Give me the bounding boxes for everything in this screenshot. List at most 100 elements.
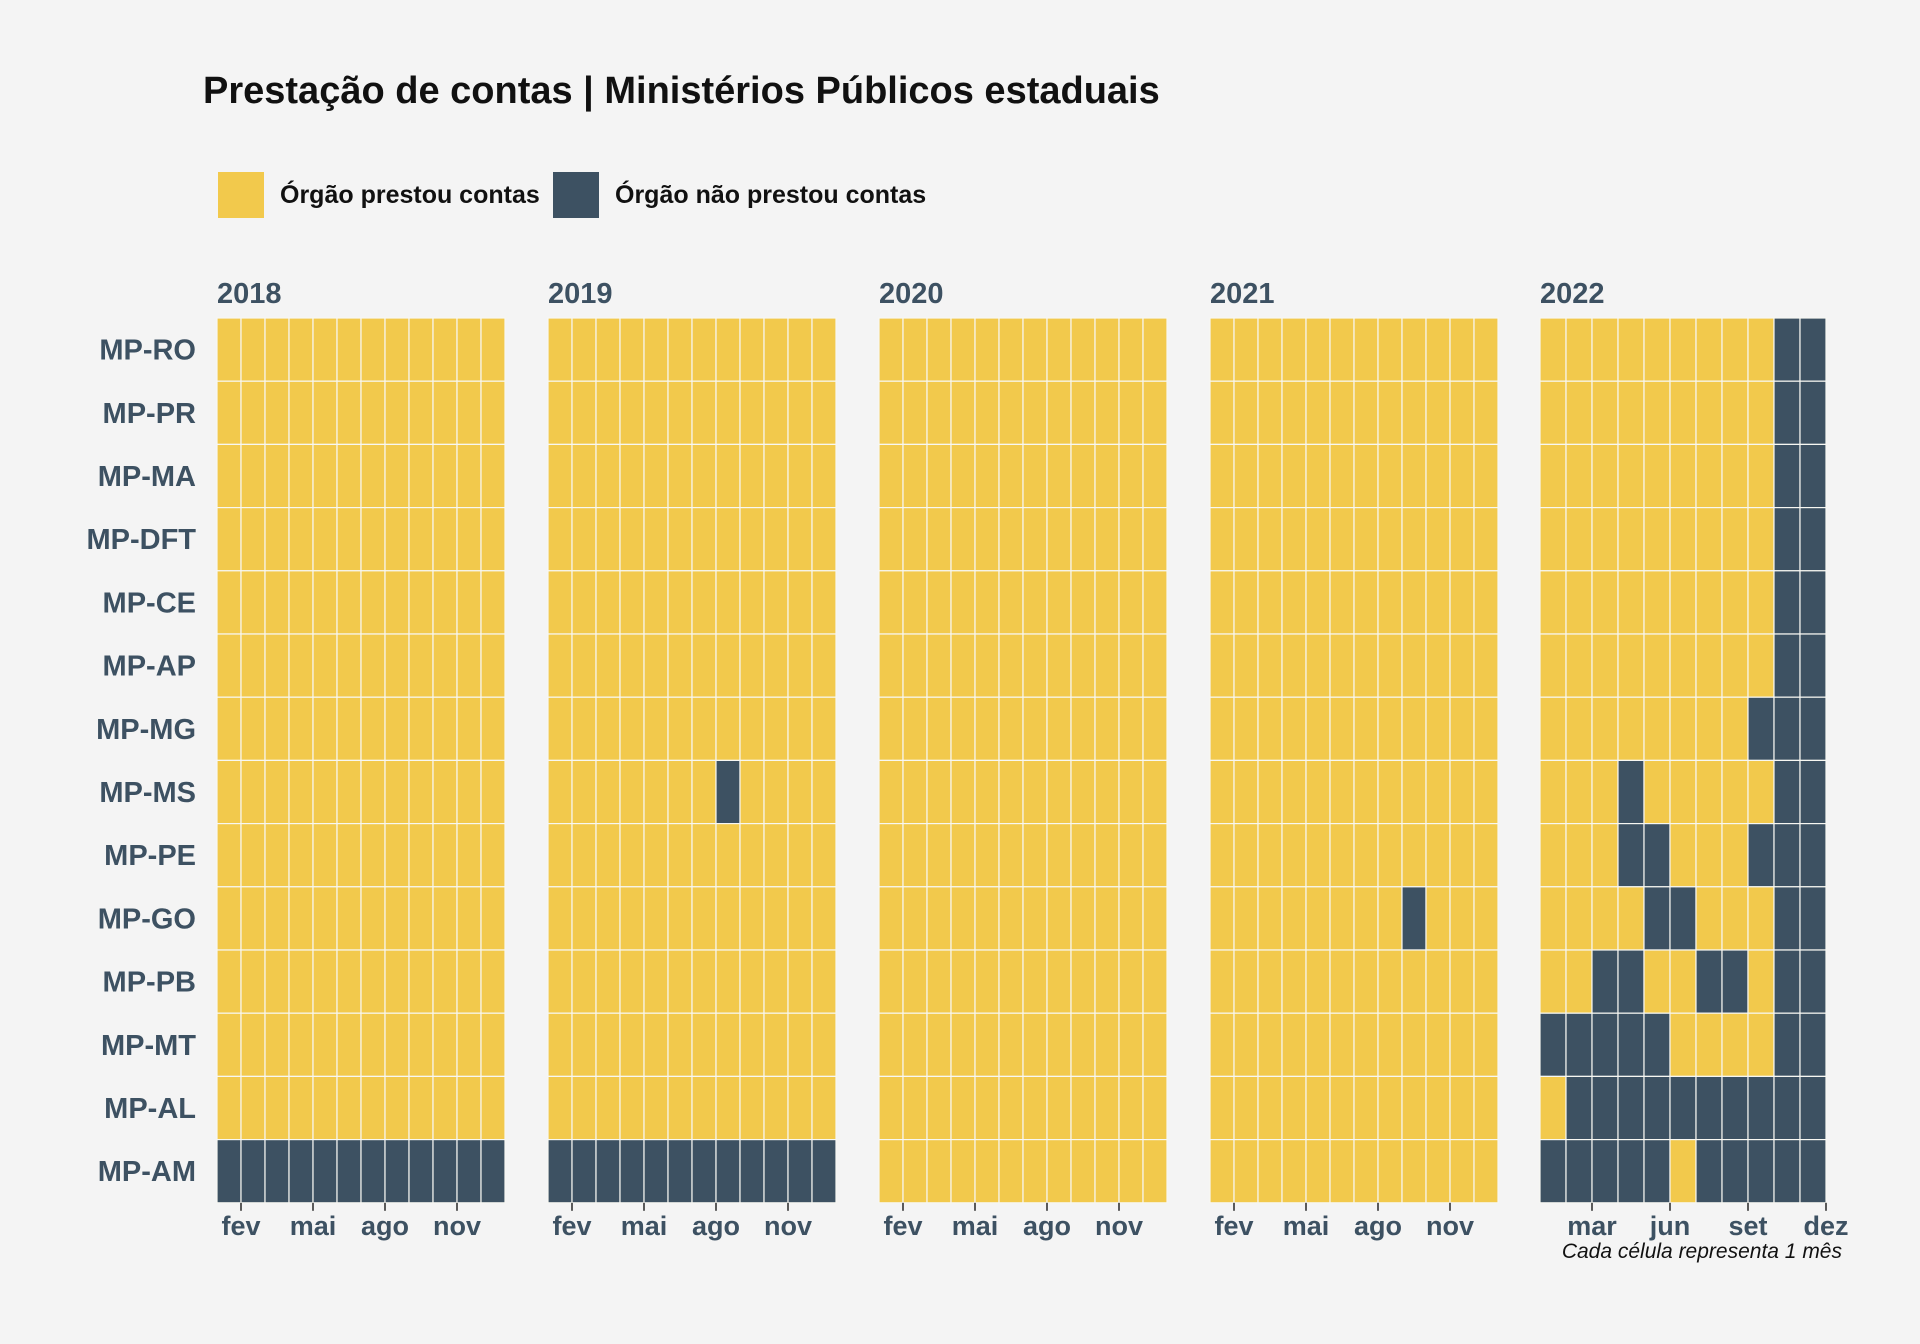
cell-2020-mp-mt-7 xyxy=(1022,1012,1048,1078)
cell-2022-mp-ap-3 xyxy=(1591,633,1619,698)
cell-2022-mp-pe-5 xyxy=(1643,822,1671,888)
cell-2021-mp-ms-4 xyxy=(1281,759,1307,825)
xtick-label-2021-nov: nov xyxy=(1426,1211,1474,1241)
cell-2018-mp-ro-10 xyxy=(432,317,458,382)
cell-2020-mp-al-8 xyxy=(1046,1075,1072,1141)
cell-2018-mp-pe-3 xyxy=(264,822,290,888)
cell-2020-mp-ms-1 xyxy=(878,759,904,825)
cell-2022-mp-go-4 xyxy=(1617,886,1645,951)
cell-2021-mp-mt-11 xyxy=(1449,1012,1475,1078)
cell-2020-mp-ap-7 xyxy=(1022,633,1048,698)
cell-2020-mp-ma-4 xyxy=(950,443,976,509)
cell-2019-mp-al-6 xyxy=(667,1075,693,1141)
cell-2019-mp-am-9 xyxy=(739,1138,765,1204)
legend-swatch-nao-prestou xyxy=(553,172,599,218)
cell-2019-mp-ap-7 xyxy=(691,633,717,698)
cell-2021-mp-ma-4 xyxy=(1281,443,1307,509)
cell-2021-mp-pr-2 xyxy=(1233,380,1259,446)
cell-2019-mp-mg-3 xyxy=(595,696,621,762)
cell-2022-mp-ma-3 xyxy=(1591,443,1619,509)
cell-2019-mp-mt-11 xyxy=(787,1012,813,1078)
cell-2020-mp-ce-6 xyxy=(998,570,1024,635)
panel-year-2019: 2019 xyxy=(548,278,613,310)
cell-2021-mp-am-3 xyxy=(1257,1138,1283,1204)
cell-2021-mp-pr-12 xyxy=(1473,380,1499,446)
cell-2021-mp-ma-10 xyxy=(1425,443,1451,509)
cell-2021-mp-pr-8 xyxy=(1377,380,1403,446)
cell-2020-mp-ms-11 xyxy=(1118,759,1144,825)
cell-2022-mp-go-10 xyxy=(1773,886,1801,951)
cell-2020-mp-ro-1 xyxy=(878,317,904,382)
cell-2022-mp-go-11 xyxy=(1799,886,1827,951)
cell-2022-mp-mt-6 xyxy=(1669,1012,1697,1078)
cell-2019-mp-al-10 xyxy=(763,1075,789,1141)
cell-2022-mp-pb-5 xyxy=(1643,949,1671,1014)
cell-2020-mp-al-5 xyxy=(974,1075,1000,1141)
cell-2020-mp-go-11 xyxy=(1118,886,1144,951)
cell-2018-mp-mg-5 xyxy=(312,696,338,762)
cell-2021-mp-ro-3 xyxy=(1257,317,1283,382)
cell-2021-mp-am-4 xyxy=(1281,1138,1307,1204)
cell-2020-mp-ce-11 xyxy=(1118,570,1144,635)
cell-2021-mp-dft-5 xyxy=(1305,507,1331,572)
cell-2019-mp-pe-8 xyxy=(715,822,741,888)
cell-2018-mp-pe-4 xyxy=(288,822,314,888)
cell-2021-mp-mt-3 xyxy=(1257,1012,1283,1078)
cell-2020-mp-am-3 xyxy=(926,1138,952,1204)
cell-2022-mp-mt-2 xyxy=(1565,1012,1593,1078)
cell-2020-mp-mg-2 xyxy=(902,696,928,762)
cell-2019-mp-pb-11 xyxy=(787,949,813,1014)
cell-2019-mp-dft-4 xyxy=(619,507,645,572)
cell-2018-mp-mt-8 xyxy=(384,1012,410,1078)
cell-2019-mp-ms-10 xyxy=(763,759,789,825)
cell-2021-mp-pr-10 xyxy=(1425,380,1451,446)
cell-2020-mp-ms-2 xyxy=(902,759,928,825)
cell-2022-mp-ro-7 xyxy=(1695,317,1723,382)
cell-2021-mp-ap-1 xyxy=(1209,633,1235,698)
cell-2021-mp-go-10 xyxy=(1425,886,1451,951)
cell-2019-mp-ce-10 xyxy=(763,570,789,635)
cell-2020-mp-al-4 xyxy=(950,1075,976,1141)
cell-2020-mp-pb-6 xyxy=(998,949,1024,1014)
legend-item-prestou: Órgão prestou contas xyxy=(218,172,540,218)
cell-2019-mp-ma-7 xyxy=(691,443,717,509)
cell-2019-mp-ms-2 xyxy=(571,759,597,825)
cell-2020-mp-pb-2 xyxy=(902,949,928,1014)
cell-2018-mp-pr-6 xyxy=(336,380,362,446)
cell-2022-mp-am-7 xyxy=(1695,1138,1723,1204)
cell-2021-mp-go-4 xyxy=(1281,886,1307,951)
cell-2022-mp-ms-8 xyxy=(1721,759,1749,825)
cell-2019-mp-go-11 xyxy=(787,886,813,951)
cell-2022-mp-al-2 xyxy=(1565,1075,1593,1141)
cell-2021-mp-mt-9 xyxy=(1401,1012,1427,1078)
cell-2018-mp-ma-4 xyxy=(288,443,314,509)
cell-2019-mp-dft-9 xyxy=(739,507,765,572)
cell-2018-mp-mt-6 xyxy=(336,1012,362,1078)
cell-2021-mp-mt-8 xyxy=(1377,1012,1403,1078)
cell-2022-mp-pr-11 xyxy=(1799,380,1827,446)
cell-2020-mp-pe-3 xyxy=(926,822,952,888)
cell-2020-mp-ro-7 xyxy=(1022,317,1048,382)
cell-2021-mp-dft-12 xyxy=(1473,507,1499,572)
cell-2021-mp-am-11 xyxy=(1449,1138,1475,1204)
cell-2022-mp-am-1 xyxy=(1539,1138,1567,1204)
cell-2020-mp-pe-12 xyxy=(1142,822,1168,888)
cell-2021-mp-pb-9 xyxy=(1401,949,1427,1014)
cell-2018-mp-go-11 xyxy=(456,886,482,951)
cell-2018-mp-dft-2 xyxy=(240,507,266,572)
cell-2022-mp-am-6 xyxy=(1669,1138,1697,1204)
cell-2018-mp-pr-7 xyxy=(360,380,386,446)
cell-2018-mp-al-10 xyxy=(432,1075,458,1141)
cell-2022-mp-pr-9 xyxy=(1747,380,1775,446)
cell-2021-mp-ce-6 xyxy=(1329,570,1355,635)
cell-2019-mp-mg-1 xyxy=(547,696,573,762)
cell-2022-mp-ap-10 xyxy=(1773,633,1801,698)
cell-2020-mp-mt-5 xyxy=(974,1012,1000,1078)
cell-2019-mp-ms-11 xyxy=(787,759,813,825)
cell-2020-mp-dft-2 xyxy=(902,507,928,572)
chart-caption: Cada célula representa 1 mês xyxy=(1561,1240,1842,1263)
cell-2019-mp-al-4 xyxy=(619,1075,645,1141)
cell-2019-mp-pb-7 xyxy=(691,949,717,1014)
cell-2018-mp-ro-4 xyxy=(288,317,314,382)
